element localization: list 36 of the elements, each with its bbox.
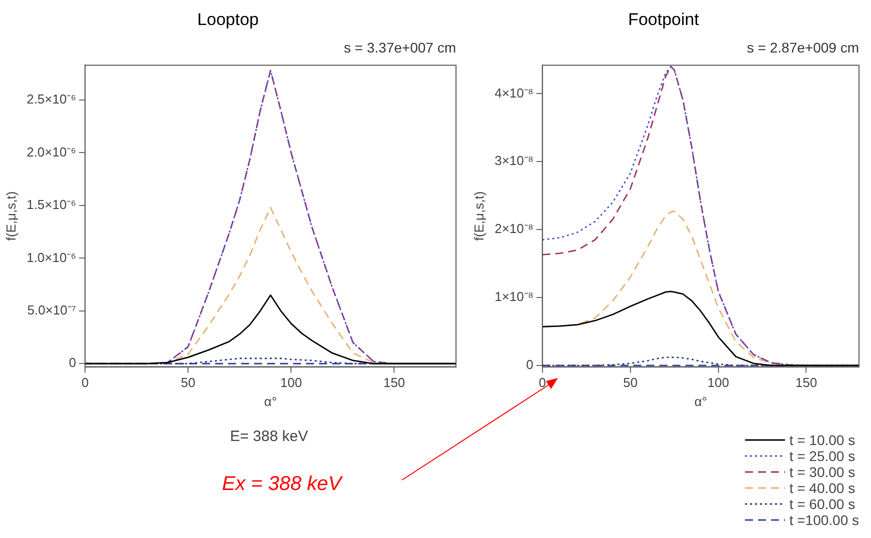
- y-axis-title: f(E,μ,s,t): [3, 191, 18, 241]
- x-tick-label: 0: [538, 375, 546, 390]
- x-tick-label: 100: [280, 375, 302, 390]
- chart-subtitle: s = 2.87e+009 cm: [746, 40, 859, 56]
- x-tick-label: 50: [180, 375, 196, 390]
- x-tick-label: 50: [623, 375, 638, 390]
- legend-label: t = 10.00 s: [789, 432, 856, 448]
- text: E= 388 keV: [230, 428, 308, 445]
- chart-title: Looptop: [197, 10, 259, 29]
- legend-label: t = 40.00 s: [789, 480, 856, 496]
- x-tick-label: 150: [795, 375, 818, 390]
- y-tick-label: 5.0×10⁻⁷: [27, 302, 76, 318]
- y-tick-label: 4×10⁻⁸: [494, 85, 534, 100]
- legend-label: t =100.00 s: [789, 512, 859, 528]
- legend-label: t = 30.00 s: [789, 464, 856, 480]
- y-tick-label: 1.5×10⁻⁶: [26, 197, 76, 212]
- legend-label: t = 25.00 s: [789, 448, 856, 464]
- y-axis-title: f(E,μ,s,t): [471, 191, 486, 241]
- x-axis-title: α°: [694, 394, 708, 409]
- y-tick-label: 3×10⁻⁸: [494, 153, 534, 168]
- y-tick-label: 2.5×10⁻⁶: [26, 92, 76, 107]
- x-axis-title: α°: [264, 394, 277, 409]
- y-tick-label: 2×10⁻⁸: [494, 221, 534, 236]
- chart-title: Footpoint: [628, 10, 700, 29]
- x-tick-label: 100: [707, 375, 730, 390]
- y-tick-label: 2.0×10⁻⁶: [26, 144, 76, 160]
- text: Ex = 388 keV: [222, 473, 342, 496]
- y-tick-label: 0: [526, 357, 534, 372]
- x-tick-label: 150: [383, 375, 406, 390]
- x-tick-label: 0: [81, 375, 89, 390]
- y-tick-label: 1×10⁻⁸: [494, 289, 534, 304]
- line-series: [542, 66, 859, 366]
- legend-label: t = 60.00 s: [789, 496, 856, 512]
- chart-subtitle: s = 3.37e+007 cm: [344, 40, 456, 56]
- y-tick-label: 0: [68, 355, 76, 370]
- y-tick-label: 1.0×10⁻⁶: [26, 250, 76, 265]
